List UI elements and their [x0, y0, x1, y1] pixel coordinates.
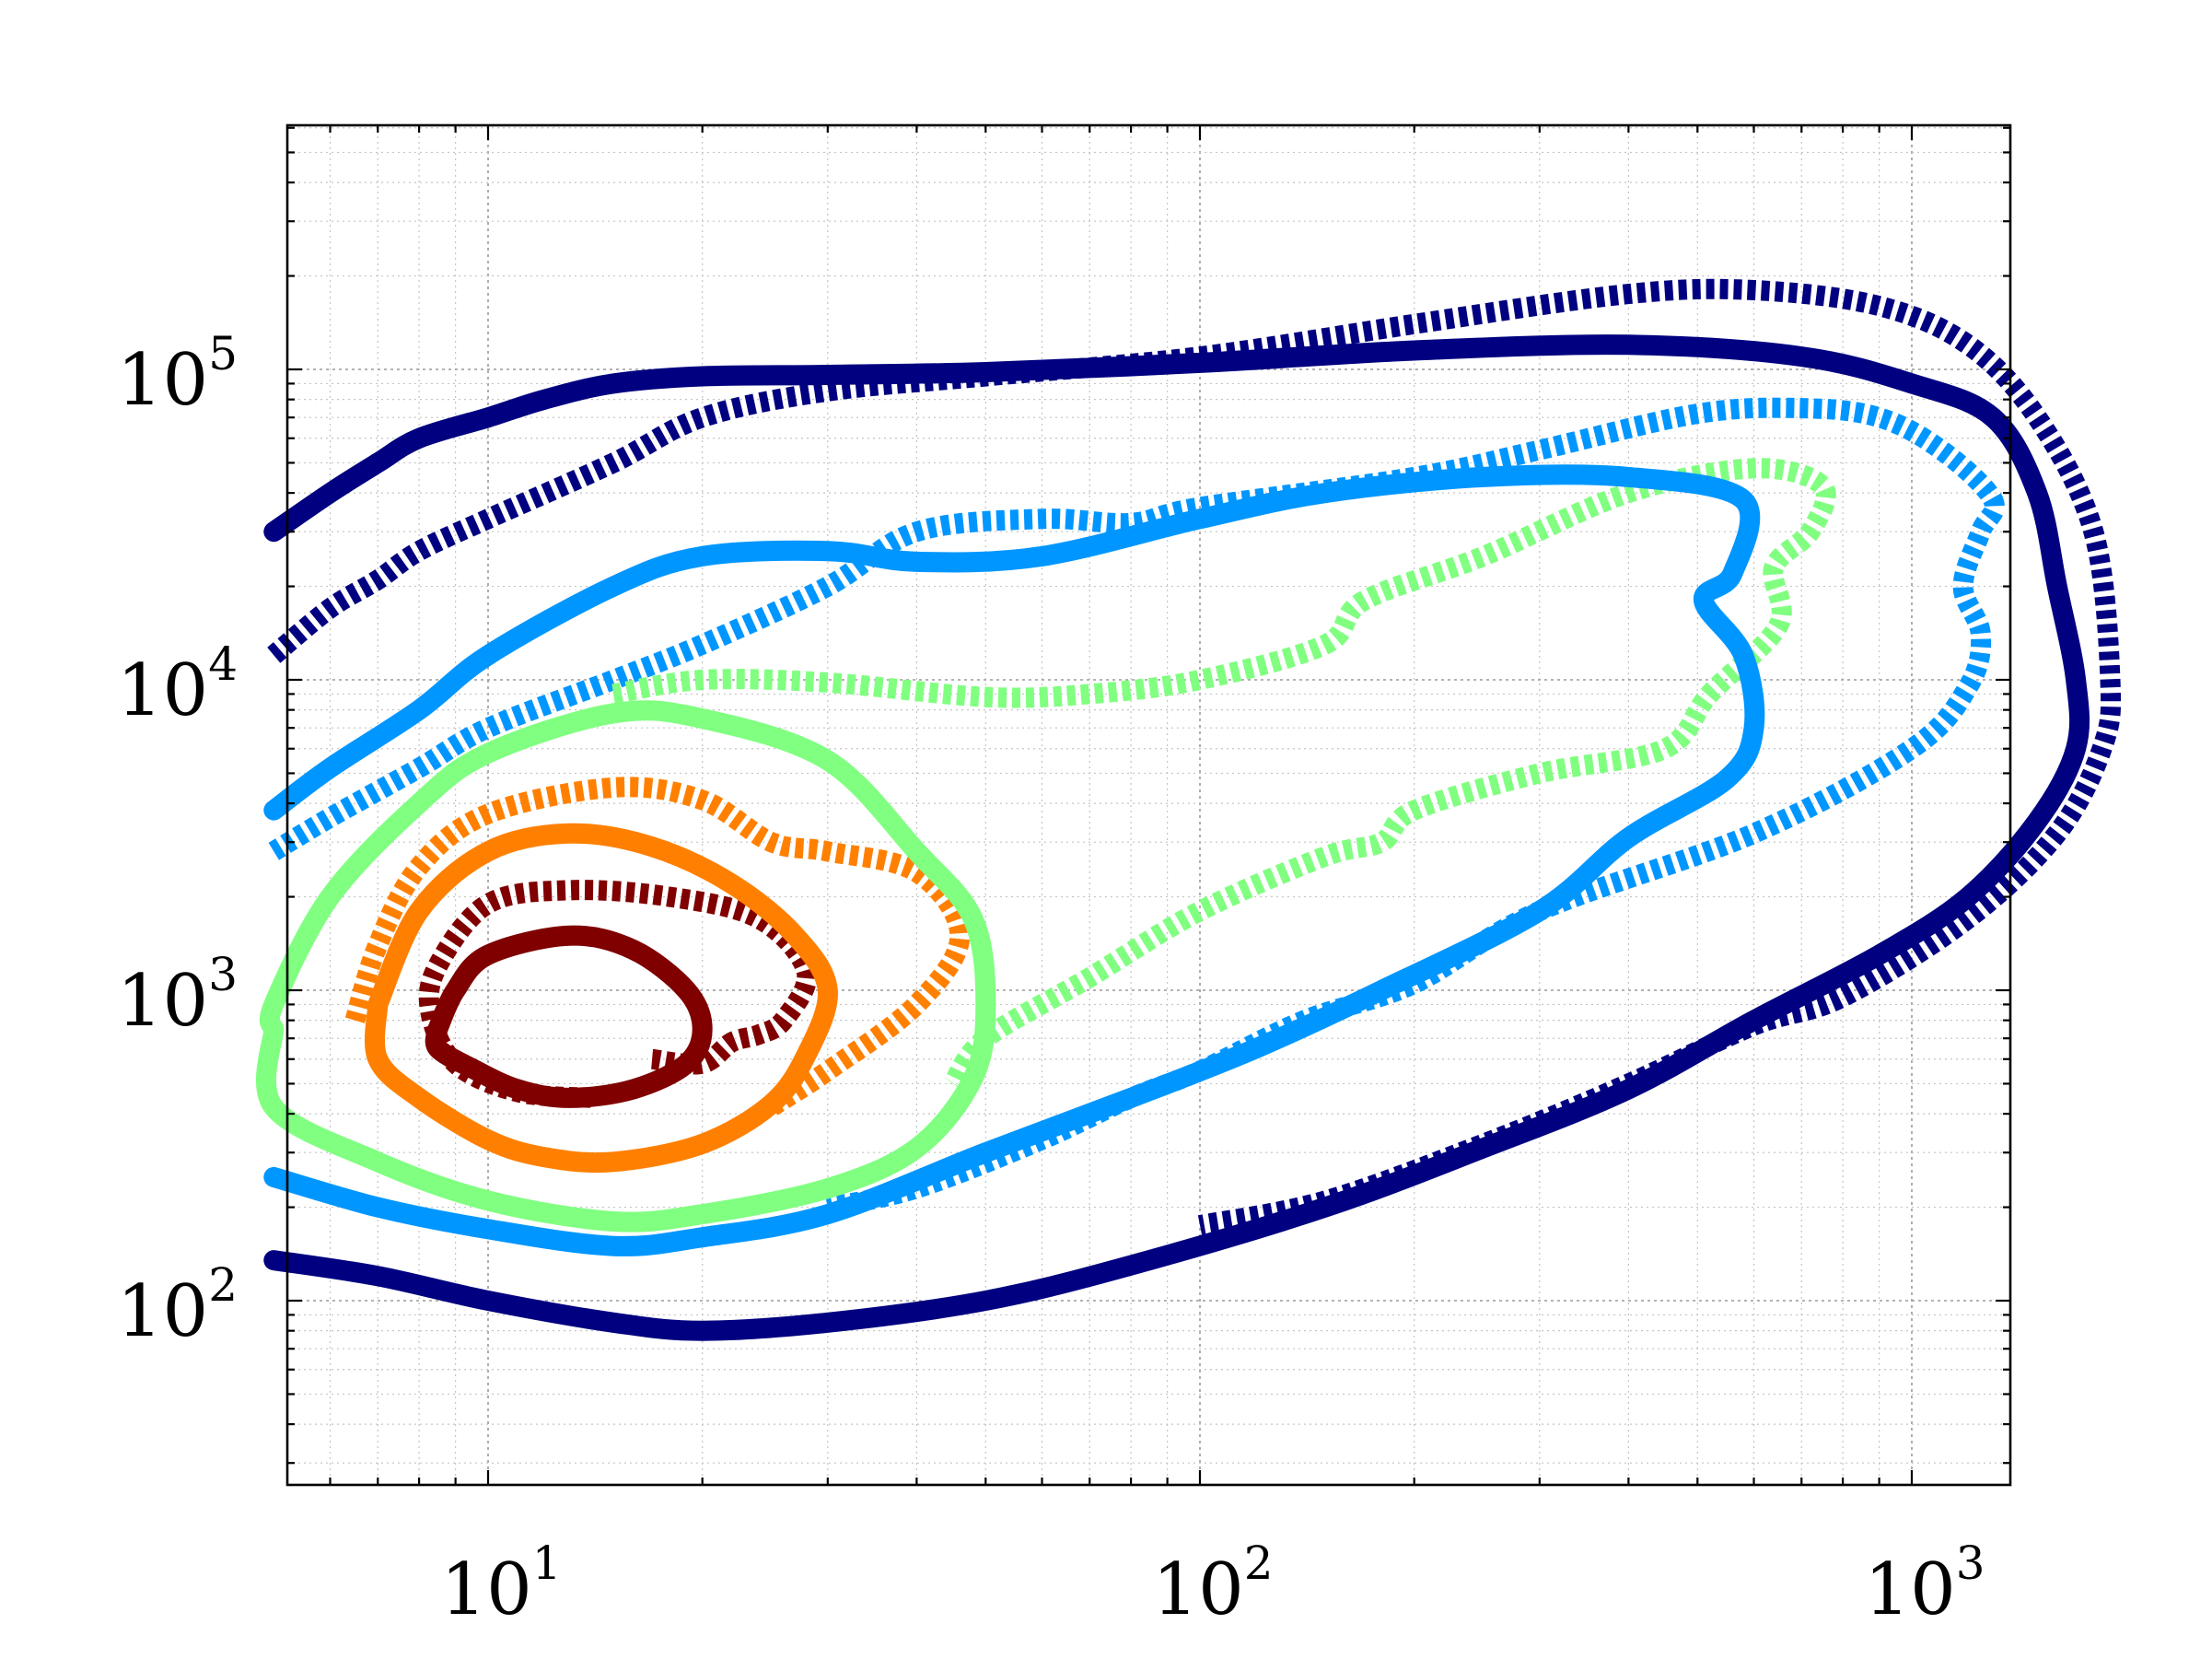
x-tick-label: 102 [1152, 1536, 1273, 1631]
contour-lines [256, 278, 2122, 1341]
y-tick-label-exponent: 2 [208, 1258, 238, 1312]
contour-orange-solid [365, 823, 838, 1174]
y-tick-label-base: 10 [117, 960, 208, 1043]
y-tick-label: 105 [117, 327, 238, 422]
x-tick-label-exponent: 2 [1244, 1536, 1274, 1590]
x-tick-label: 101 [440, 1536, 561, 1631]
plot-frame [285, 123, 2012, 1487]
contour-navy-solid [263, 334, 2090, 1341]
y-tick-label-base: 10 [117, 1270, 208, 1353]
y-tick-label: 103 [117, 948, 238, 1043]
contour-darkred-solid [425, 925, 713, 1108]
x-tick-label: 103 [1864, 1536, 1985, 1631]
y-tick-label: 102 [117, 1258, 238, 1353]
x-tick-label-exponent: 3 [1956, 1536, 1985, 1590]
x-tick-label-base: 10 [1152, 1548, 1243, 1631]
contour-orange-dotted [344, 777, 971, 1116]
y-tick-label-exponent: 5 [208, 327, 238, 380]
y-tick-label-base: 10 [117, 339, 208, 422]
contour-green-dotted [611, 458, 1836, 1090]
y-tick-label-base: 10 [117, 649, 208, 732]
x-tick-label-base: 10 [440, 1548, 531, 1631]
contour-lightblue-solid [263, 464, 1765, 1256]
y-tick-label: 104 [117, 637, 238, 732]
axis-ticks [287, 125, 2010, 1485]
contour-green-solid [256, 700, 996, 1233]
x-tick-label-base: 10 [1864, 1548, 1955, 1631]
y-tick-label-exponent: 4 [208, 637, 238, 691]
y-tick-label-exponent: 3 [208, 948, 238, 1001]
x-tick-label-exponent: 1 [532, 1536, 562, 1590]
